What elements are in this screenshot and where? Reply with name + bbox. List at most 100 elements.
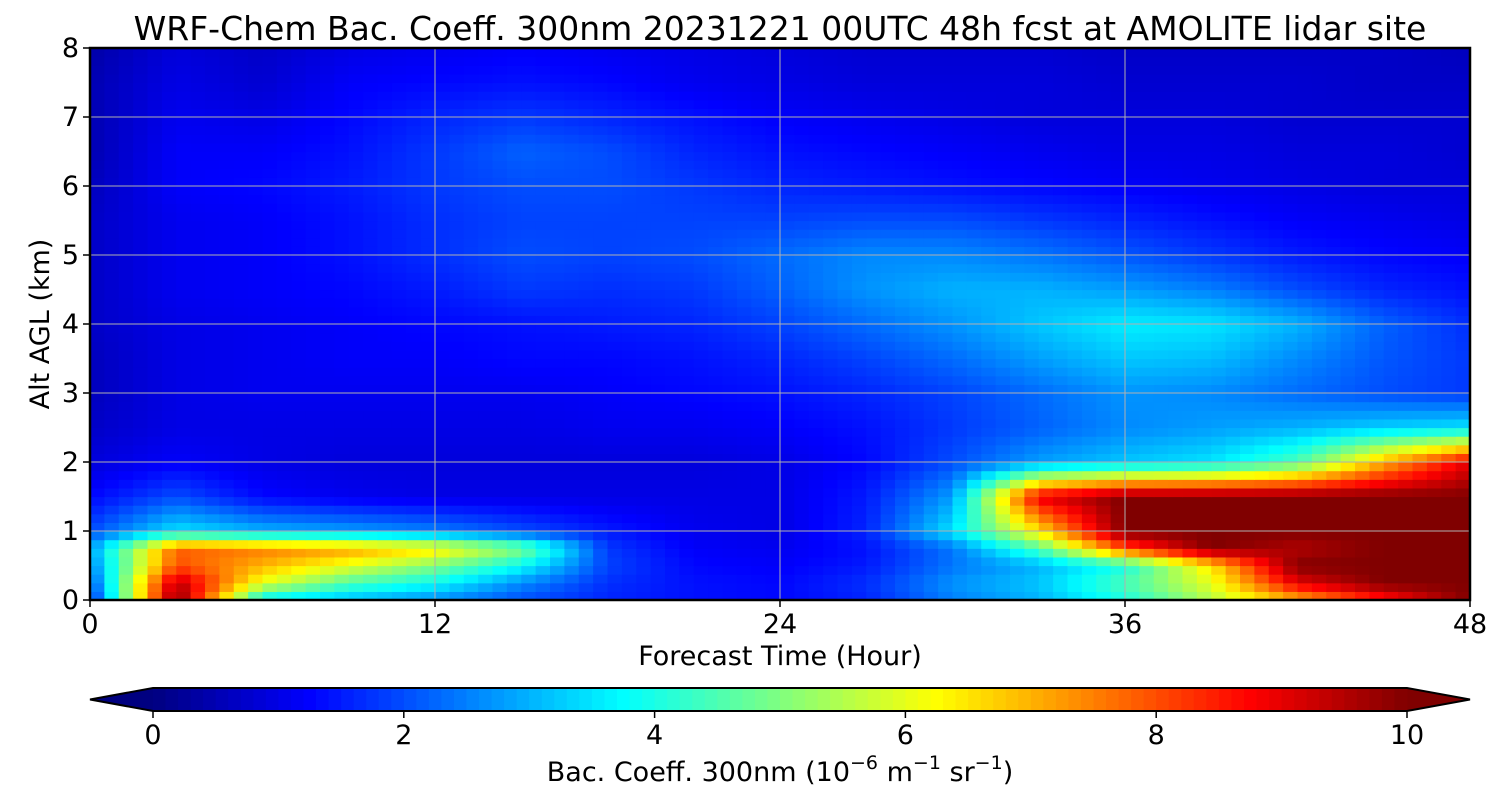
- heatmap-cell: [765, 324, 781, 334]
- heatmap-cell: [1038, 237, 1054, 247]
- heatmap-cell: [363, 220, 379, 230]
- heatmap-cell: [1412, 410, 1428, 420]
- heatmap-cell: [1398, 479, 1414, 489]
- heatmap-cell: [650, 505, 666, 515]
- heatmap-cell: [1196, 324, 1212, 334]
- heatmap-cell: [1225, 151, 1241, 161]
- heatmap-cell: [952, 487, 968, 498]
- heatmap-cell: [923, 298, 939, 308]
- heatmap-cell: [837, 349, 853, 360]
- heatmap-cell: [751, 332, 767, 342]
- heatmap-cell: [506, 444, 522, 454]
- heatmap-cell: [866, 418, 882, 429]
- heatmap-cell: [1412, 375, 1428, 385]
- heatmap-cell: [679, 177, 695, 187]
- heatmap-cell: [866, 522, 882, 532]
- heatmap-cell: [1311, 289, 1327, 299]
- heatmap-cell: [909, 341, 925, 351]
- heatmap-cell: [320, 401, 335, 411]
- heatmap-cell: [219, 246, 235, 256]
- heatmap-cell: [248, 505, 264, 515]
- heatmap-cell: [1441, 358, 1457, 368]
- heatmap-cell: [219, 410, 235, 420]
- heatmap-cell: [1153, 496, 1169, 506]
- heatmap-cell: [693, 470, 709, 480]
- heatmap-cell: [262, 479, 278, 489]
- heatmap-cell: [1369, 263, 1385, 273]
- heatmap-cell: [133, 496, 149, 506]
- heatmap-cell: [1067, 272, 1083, 282]
- heatmap-cell: [607, 177, 623, 187]
- heatmap-cell: [823, 556, 839, 567]
- heatmap-cell: [895, 255, 910, 265]
- heatmap-cell: [1096, 574, 1112, 584]
- heatmap-cell: [981, 548, 997, 558]
- heatmap-cell: [650, 280, 666, 291]
- heatmap-cell: [492, 444, 508, 454]
- heatmap-cell: [219, 444, 235, 454]
- heatmap-cell: [621, 513, 637, 523]
- heatmap-cell: [564, 289, 580, 299]
- heatmap-cell: [205, 263, 220, 273]
- heatmap-cell: [1326, 591, 1342, 601]
- heatmap-cell: [1125, 505, 1140, 515]
- heatmap-cell: [550, 289, 565, 299]
- heatmap-cell: [966, 539, 982, 549]
- heatmap-cell: [1340, 168, 1356, 178]
- heatmap-cell: [1067, 410, 1083, 420]
- heatmap-cell: [1240, 393, 1255, 403]
- heatmap-cell: [305, 582, 321, 592]
- heatmap-cell: [1168, 505, 1184, 515]
- heatmap-cell: [1153, 539, 1169, 549]
- heatmap-cell: [952, 229, 968, 239]
- heatmap-cell: [550, 349, 565, 360]
- heatmap-cell: [435, 332, 450, 342]
- heatmap-cell: [823, 306, 839, 316]
- heatmap-cell: [679, 513, 695, 523]
- heatmap-cell: [636, 531, 652, 541]
- heatmap-cell: [621, 237, 637, 247]
- heatmap-cell: [621, 246, 637, 256]
- heatmap-cell: [578, 539, 594, 549]
- heatmap-cell: [1412, 246, 1428, 256]
- heatmap-cell: [895, 531, 910, 541]
- heatmap-cell: [205, 582, 220, 592]
- heatmap-cell: [693, 522, 709, 532]
- heatmap-cell: [593, 548, 609, 558]
- heatmap-cell: [305, 548, 321, 558]
- heatmap-cell: [1240, 418, 1255, 429]
- heatmap-cell: [952, 479, 968, 489]
- heatmap-cell: [1081, 418, 1097, 429]
- heatmap-cell: [176, 496, 192, 506]
- heatmap-cell: [147, 522, 163, 532]
- heatmap-cell: [435, 556, 450, 567]
- heatmap-cell: [966, 522, 982, 532]
- heatmap-cell: [118, 574, 134, 584]
- heatmap-cell: [564, 349, 580, 360]
- heatmap-cell: [1383, 539, 1399, 549]
- heatmap-cell: [722, 315, 738, 325]
- heatmap-cell: [1268, 315, 1284, 325]
- heatmap-cell: [1096, 246, 1112, 256]
- heatmap-cell: [1340, 211, 1356, 222]
- heatmap-cell: [923, 220, 939, 230]
- heatmap-cell: [305, 315, 321, 325]
- heatmap-cell: [952, 186, 968, 196]
- heatmap-cell: [478, 280, 494, 291]
- heatmap-cell: [1240, 263, 1255, 273]
- heatmap-cell: [1240, 332, 1255, 342]
- heatmap-cell: [995, 186, 1011, 196]
- heatmap-cell: [334, 168, 350, 178]
- heatmap-cell: [923, 384, 939, 394]
- heatmap-cell: [736, 324, 752, 334]
- heatmap-cell: [262, 410, 278, 420]
- heatmap-cell: [118, 229, 134, 239]
- heatmap-cell: [837, 324, 853, 334]
- heatmap-cell: [463, 186, 479, 196]
- heatmap-cell: [377, 444, 393, 454]
- heatmap-cell: [377, 591, 393, 601]
- heatmap-cell: [219, 522, 235, 532]
- heatmap-cell: [895, 272, 910, 282]
- heatmap-cell: [578, 168, 594, 178]
- heatmap-cell: [1297, 565, 1313, 575]
